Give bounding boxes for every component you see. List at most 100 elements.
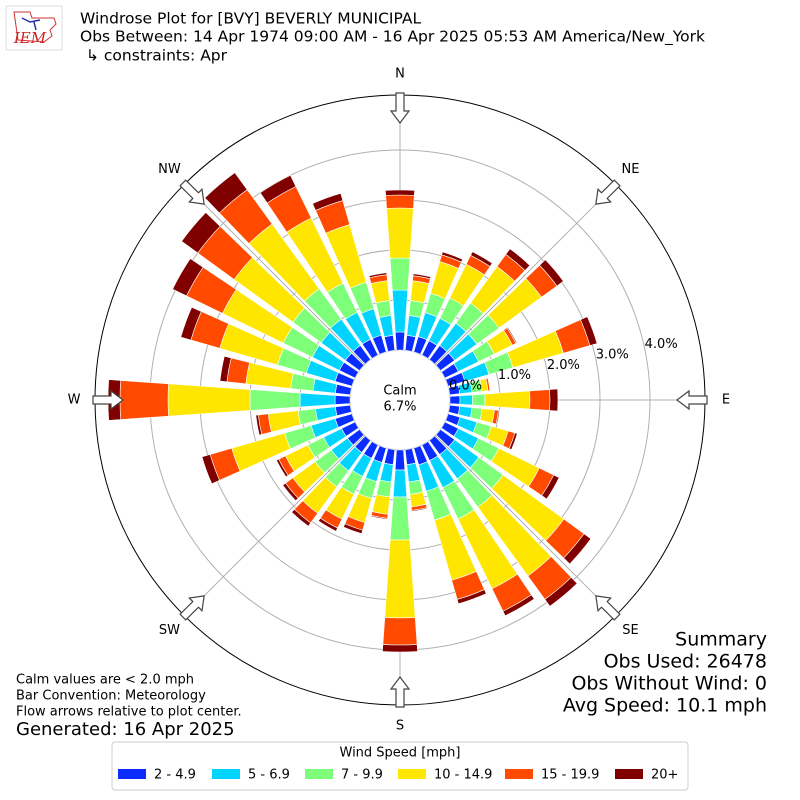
flow-arrow bbox=[676, 389, 708, 411]
bar-segment bbox=[290, 373, 316, 392]
bar-segment bbox=[335, 383, 352, 396]
bar-segment bbox=[487, 377, 491, 391]
bar-segment bbox=[368, 272, 388, 279]
note: Bar Convention: Meteorology bbox=[16, 689, 206, 704]
flow-arrow bbox=[389, 92, 411, 124]
bar-segment bbox=[404, 448, 417, 465]
bar-segment bbox=[383, 335, 396, 352]
bar-segment bbox=[382, 617, 418, 646]
bar-segment bbox=[334, 395, 351, 405]
logo-map bbox=[13, 11, 57, 43]
x-tick-label: S bbox=[396, 719, 404, 734]
calm-value: 6.7% bbox=[383, 400, 416, 415]
bar-segment bbox=[448, 404, 461, 415]
x-tick-label: N bbox=[395, 67, 405, 82]
bar-segment bbox=[181, 212, 221, 254]
bar-segment bbox=[563, 533, 592, 565]
bar-segment bbox=[379, 315, 394, 338]
bar-segment bbox=[299, 392, 336, 408]
bar-segment bbox=[470, 251, 493, 267]
chart-title: Windrose Plot for [BVY] BEVERLY MUNICIPA… bbox=[80, 10, 421, 28]
bar-segment bbox=[386, 207, 414, 259]
bar-segment bbox=[456, 589, 487, 605]
bar-segment bbox=[404, 335, 417, 352]
chart-subtitle: Obs Between: 14 Apr 1974 09:00 AM - 16 A… bbox=[80, 28, 705, 47]
bar-segment bbox=[408, 300, 425, 318]
legend-label: 5 - 6.9 bbox=[248, 768, 290, 783]
bar-segment bbox=[484, 390, 531, 410]
legend-swatch bbox=[615, 769, 643, 779]
x-tick-label: SW bbox=[159, 623, 180, 638]
legend-swatch bbox=[118, 769, 146, 779]
bar-segment bbox=[392, 289, 408, 333]
note: Calm values are < 2.0 mph bbox=[16, 673, 194, 688]
flow-arrow bbox=[179, 179, 205, 205]
bar-segment bbox=[219, 355, 232, 383]
y-tick-label: 0.0% bbox=[449, 379, 482, 394]
generated: Generated: 16 Apr 2025 bbox=[16, 719, 235, 740]
summary: Obs Without Wind: 0 bbox=[571, 673, 767, 695]
y-tick-label: 3.0% bbox=[596, 347, 629, 362]
legend-label: 15 - 19.9 bbox=[541, 768, 599, 783]
bar-segment bbox=[201, 454, 220, 485]
bar-segment bbox=[371, 494, 391, 515]
bar-segment bbox=[389, 257, 411, 291]
bar-segment bbox=[379, 462, 394, 483]
bar-segment bbox=[312, 192, 344, 211]
bar-segment bbox=[385, 194, 415, 209]
bar-segment bbox=[505, 248, 531, 271]
bar-segment bbox=[335, 404, 352, 417]
bar-segment bbox=[495, 410, 500, 425]
bar-segment bbox=[580, 316, 598, 346]
bar-segment bbox=[410, 280, 430, 304]
bar-segment bbox=[297, 408, 318, 426]
bar-segment bbox=[529, 389, 551, 411]
legend: 2 - 4.9 5 - 6.9 7 - 9.9 10 - 14.9 15 - 19.9 2… bbox=[118, 768, 678, 783]
grid-spoke bbox=[183, 183, 365, 365]
bar-segment bbox=[411, 507, 428, 512]
flow-arrow bbox=[595, 179, 621, 205]
bar-segment bbox=[506, 326, 518, 344]
bar-segment bbox=[389, 496, 411, 541]
bar-segment bbox=[343, 523, 364, 534]
summary: Summary bbox=[675, 629, 767, 651]
bar-segment bbox=[267, 410, 301, 433]
x-tick-label: W bbox=[68, 393, 81, 408]
bar-segment bbox=[282, 482, 299, 502]
bar-segment bbox=[167, 383, 251, 417]
bar-segment bbox=[383, 448, 396, 465]
bar-segment bbox=[392, 469, 408, 498]
calm-hole bbox=[351, 351, 449, 449]
note: Flow arrows relative to plot center. bbox=[16, 705, 242, 720]
grid-spoke bbox=[435, 183, 617, 365]
x-tick-label: E bbox=[722, 393, 730, 408]
bar-segment bbox=[180, 306, 202, 341]
y-tick-label: 1.0% bbox=[498, 368, 531, 383]
legend-label: 2 - 4.9 bbox=[154, 768, 196, 783]
bar-segment bbox=[315, 406, 338, 421]
x-tick-label: NW bbox=[158, 162, 181, 177]
legend-swatch bbox=[212, 769, 240, 779]
bar-segment bbox=[472, 393, 486, 407]
legend-swatch bbox=[398, 769, 426, 779]
bar-segment bbox=[406, 315, 421, 338]
flow-arrow bbox=[389, 676, 411, 708]
bar-segment bbox=[541, 474, 560, 500]
summary: Obs Used: 26478 bbox=[604, 651, 767, 673]
bar-segment bbox=[508, 432, 518, 451]
y-tick-label: 4.0% bbox=[645, 337, 678, 352]
bar-segment bbox=[255, 414, 263, 436]
bar-segment bbox=[457, 405, 473, 418]
flow-arrow bbox=[179, 595, 205, 621]
bar-segment bbox=[449, 395, 461, 405]
bar-segment bbox=[249, 389, 301, 411]
bar-segment bbox=[394, 449, 406, 471]
bar-segment bbox=[539, 259, 564, 287]
bar-segment bbox=[276, 458, 289, 478]
bar-segment bbox=[317, 517, 338, 532]
bar-segment bbox=[384, 539, 416, 619]
calm-label: Calm bbox=[383, 384, 416, 399]
bar-segment bbox=[204, 172, 248, 214]
